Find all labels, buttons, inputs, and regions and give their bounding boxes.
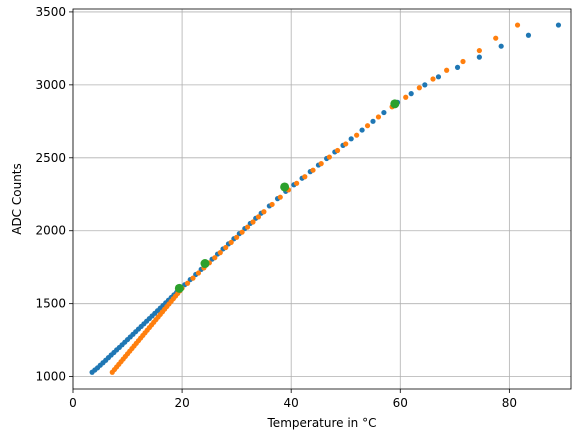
data-point-series-2: [234, 234, 240, 240]
data-point-series-2: [223, 244, 229, 251]
data-point-series-2: [444, 67, 450, 73]
y-axis-label: ADC Counts: [10, 163, 24, 235]
data-point-series-2: [269, 201, 275, 208]
data-point-series-2: [334, 147, 341, 154]
data-point-series-2: [190, 275, 196, 281]
data-point-series-2: [403, 94, 409, 100]
y-tick-label: 2500: [35, 151, 66, 165]
data-point-series-1: [370, 118, 376, 124]
data-point-series-2: [228, 239, 234, 245]
data-point-series-2: [261, 209, 267, 215]
x-tick-label: 80: [502, 396, 517, 410]
y-axis-ticks: 1000 1500 2000 2500 3000 3500: [35, 5, 73, 384]
data-point-series-2: [343, 141, 349, 147]
data-point-series-3: [390, 99, 400, 109]
data-point-series-2: [354, 132, 360, 138]
grid: [72, 9, 571, 389]
data-point-series-2: [460, 58, 466, 65]
data-point-series-2: [318, 161, 324, 167]
data-point-series-2: [493, 35, 499, 41]
data-point-series-3: [280, 182, 290, 192]
data-point-series-1: [381, 109, 387, 116]
x-axis-ticks: 0 20 40 60 80: [69, 389, 517, 410]
data-point-series-2: [310, 167, 316, 173]
data-point-series-2: [195, 270, 202, 276]
x-tick-label: 40: [284, 396, 299, 410]
x-axis-label: Temperature in °C: [267, 416, 377, 430]
y-tick-label: 3000: [35, 78, 66, 92]
data-point-series-2: [302, 174, 308, 180]
data-point-series-1: [454, 64, 461, 70]
data-point-series-1: [525, 32, 532, 38]
data-point-series-3: [200, 259, 210, 269]
y-tick-label: 1000: [35, 370, 66, 384]
data-point-series-2: [184, 280, 191, 286]
data-point-series-2: [212, 255, 218, 261]
data-point-series-2: [416, 85, 422, 91]
x-tick-label: 20: [174, 396, 189, 410]
data-point-series-2: [430, 76, 436, 82]
data-point-series-2: [514, 22, 521, 28]
x-tick-label: 0: [69, 396, 77, 410]
data-point-series-1: [476, 54, 482, 60]
x-tick-label: 60: [393, 396, 408, 410]
data-points: [89, 22, 562, 375]
data-point-series-2: [217, 250, 223, 256]
data-point-series-2: [277, 194, 283, 200]
data-point-series-3: [174, 283, 184, 293]
data-point-series-1: [422, 82, 428, 88]
data-point-series-2: [244, 224, 251, 230]
data-point-series-1: [348, 136, 354, 142]
data-point-series-2: [476, 47, 482, 54]
data-point-series-2: [375, 114, 382, 120]
data-point-series-2: [294, 180, 300, 186]
plot-frame: [72, 8, 572, 390]
data-point-series-2: [250, 219, 256, 225]
data-point-series-2: [326, 154, 332, 160]
data-point-series-1: [435, 74, 442, 80]
data-point-series-1: [555, 22, 562, 28]
data-point-series-2: [239, 229, 245, 235]
y-tick-label: 1500: [35, 297, 66, 311]
data-point-series-2: [364, 123, 371, 129]
data-point-series-2: [255, 214, 262, 220]
data-point-series-1: [498, 43, 504, 49]
data-point-series-1: [408, 91, 414, 97]
y-tick-label: 2000: [35, 224, 66, 238]
data-point-series-1: [359, 127, 365, 133]
y-tick-label: 3500: [35, 5, 66, 19]
